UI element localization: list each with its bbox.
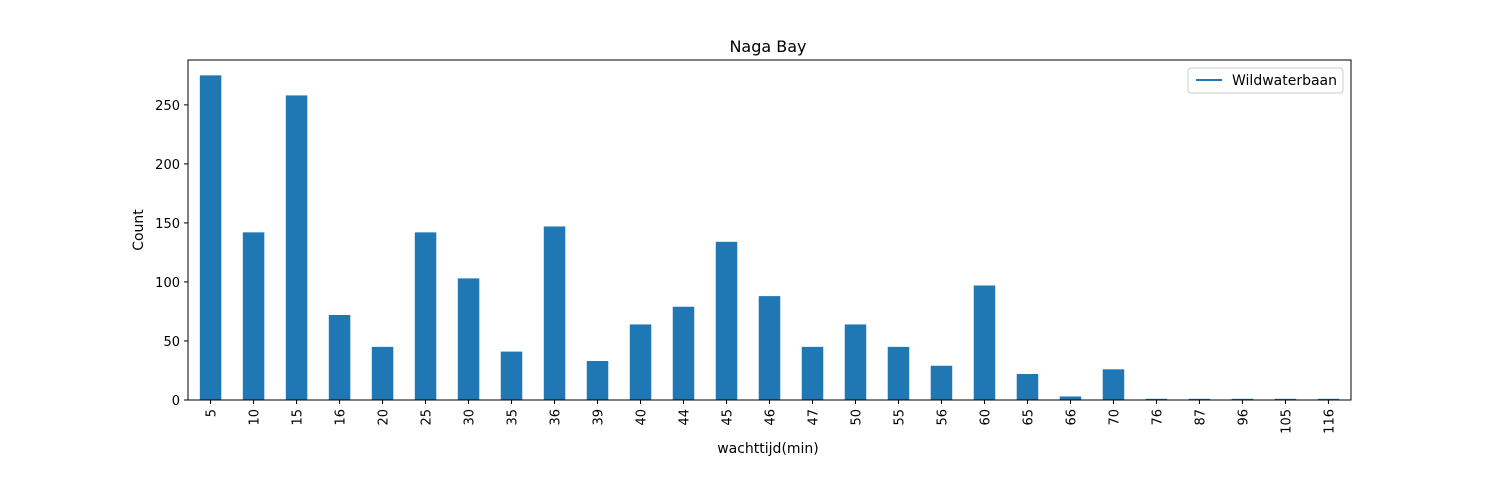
- x-tick-label-116: 116: [1322, 409, 1337, 434]
- x-tick-label-20: 20: [377, 409, 392, 426]
- x-tick-label-46: 46: [764, 409, 779, 426]
- legend-entry-wildwaterbaan: Wildwaterbaan: [1232, 73, 1337, 89]
- bar-116: [1317, 398, 1340, 400]
- x-tick-label-40: 40: [635, 409, 650, 426]
- x-tick-label-36: 36: [549, 409, 564, 426]
- bar-10: [242, 232, 265, 400]
- bar-55: [887, 346, 910, 401]
- bar-56: [930, 365, 953, 400]
- bar-20: [371, 346, 394, 401]
- bar-39: [586, 361, 609, 400]
- x-tick-label-60: 60: [978, 409, 993, 426]
- x-tick-label-30: 30: [463, 409, 478, 426]
- bar-35: [500, 351, 523, 400]
- x-tick-label-65: 65: [1021, 409, 1036, 426]
- legend-box: [1187, 67, 1344, 94]
- y-tick-label-200: 200: [155, 158, 180, 173]
- x-tick-label-87: 87: [1193, 409, 1208, 426]
- x-tick-label-15: 15: [291, 409, 306, 426]
- legend: Wildwaterbaan: [1187, 67, 1344, 94]
- y-axis-ticks: 0 50 100 150 200 250: [155, 99, 188, 409]
- bar-40: [629, 324, 652, 400]
- y-tick-label-150: 150: [155, 217, 180, 232]
- bar-87: [1188, 398, 1211, 400]
- x-tick-label-105: 105: [1279, 409, 1294, 434]
- x-axis-ticks: 5 10 15 16 20 25 30 35 36 39 40 44 45 46 47 50 55 56 60 65 6…: [205, 400, 1337, 434]
- x-tick-label-56: 56: [935, 409, 950, 426]
- y-tick-label-50: 50: [163, 335, 180, 350]
- bar-25: [414, 232, 437, 400]
- bar-70: [1102, 369, 1125, 400]
- x-tick-label-5: 5: [205, 409, 220, 417]
- y-tick-label-100: 100: [155, 276, 180, 291]
- x-axis-label: wachttijd(min): [717, 441, 819, 457]
- x-tick-label-70: 70: [1107, 409, 1122, 426]
- x-tick-label-16: 16: [334, 409, 349, 426]
- chart-title: Naga Bay: [729, 37, 806, 56]
- bar-66: [1059, 396, 1082, 400]
- y-tick-label-250: 250: [155, 99, 180, 114]
- bar-30: [457, 278, 480, 400]
- x-tick-label-39: 39: [592, 409, 607, 426]
- x-tick-label-35: 35: [506, 409, 521, 426]
- bar-47: [801, 346, 824, 401]
- bar-16: [328, 315, 351, 400]
- x-tick-label-47: 47: [806, 409, 821, 426]
- x-tick-label-10: 10: [248, 409, 263, 426]
- x-tick-label-76: 76: [1150, 409, 1165, 426]
- bars-group: [199, 75, 1340, 401]
- y-axis-label: Count: [131, 209, 147, 251]
- x-tick-label-44: 44: [678, 409, 693, 426]
- bar-46: [758, 296, 781, 400]
- bar-76: [1145, 398, 1168, 400]
- bar-105: [1274, 398, 1297, 400]
- bar-45: [715, 241, 738, 400]
- bar-65: [1016, 374, 1039, 400]
- bar-50: [844, 324, 867, 400]
- bar-5: [199, 75, 222, 400]
- x-tick-label-45: 45: [721, 409, 736, 426]
- bar-96: [1231, 398, 1254, 400]
- x-tick-label-66: 66: [1064, 409, 1079, 426]
- x-tick-label-50: 50: [849, 409, 864, 426]
- bar-60: [973, 285, 996, 400]
- y-tick-label-0: 0: [172, 394, 180, 409]
- x-tick-label-25: 25: [420, 409, 435, 426]
- bar-15: [285, 95, 308, 401]
- bar-36: [543, 226, 566, 400]
- x-tick-label-96: 96: [1236, 409, 1251, 426]
- bar-44: [672, 306, 695, 400]
- x-tick-label-55: 55: [892, 409, 907, 426]
